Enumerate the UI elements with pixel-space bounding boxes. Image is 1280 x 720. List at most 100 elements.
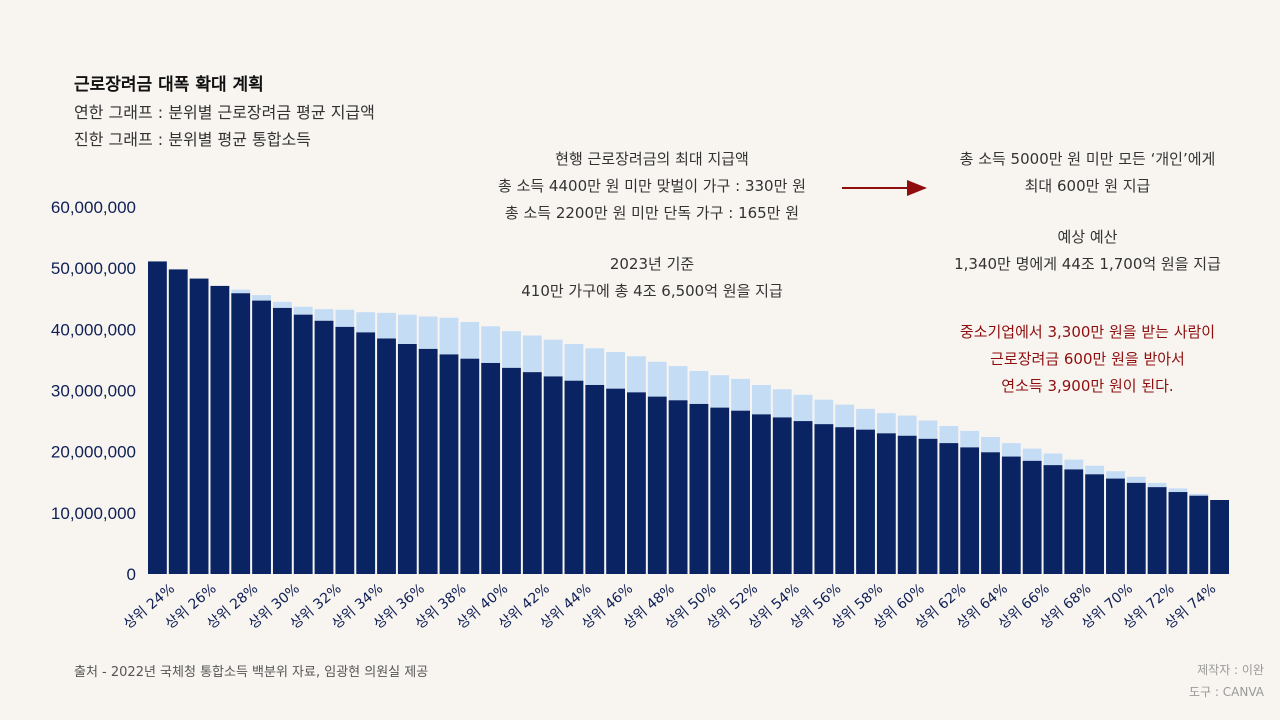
income-bar [668, 400, 688, 574]
income-bar [356, 332, 376, 574]
benefit-bar [564, 344, 584, 381]
chart-title: 근로장려금 대폭 확대 계획 [74, 75, 264, 95]
source-note: 출처 - 2022년 국체청 통합소득 백분위 자료, 임광현 의원실 제공 [74, 665, 429, 680]
annotation-line: 중소기업에서 3,300만 원을 받는 사람이 [959, 323, 1216, 341]
benefit-bar [231, 289, 251, 294]
income-bar [1189, 495, 1209, 574]
annotation-line: 총 소득 5000만 원 미만 모든 ‘개인’에게 [959, 150, 1216, 168]
benefit-bar [793, 394, 813, 422]
income-bar [876, 433, 896, 574]
income-bar [1022, 460, 1042, 574]
benefit-bar [502, 331, 521, 368]
income-bar [210, 285, 230, 574]
income-bar [856, 429, 875, 574]
annotation-line: 근로장려금 600만 원을 받아서 [990, 350, 1185, 368]
income-bar [1147, 487, 1167, 574]
income-bar [814, 424, 834, 574]
income-bar [168, 269, 188, 574]
benefit-bar [960, 430, 980, 448]
income-bar [627, 392, 646, 574]
income-bar [897, 435, 917, 574]
benefit-bar [731, 378, 750, 411]
income-bar [835, 427, 855, 574]
income-bar [377, 338, 396, 574]
benefit-bar [1147, 482, 1167, 488]
income-bar [502, 367, 521, 574]
income-bar [252, 300, 271, 574]
y-tick-label: 20,000,000 [51, 443, 136, 462]
annotation-line: 현행 근로장려금의 최대 지급액 [555, 150, 749, 168]
y-tick-label: 60,000,000 [51, 198, 136, 217]
annotation-current-benefit: 현행 근로장려금의 최대 지급액 총 소득 4400만 원 미만 맞벌이 가구 … [452, 146, 852, 227]
annotation-line: 총 소득 4400만 원 미만 맞벌이 가구 : 330만 원 [498, 177, 806, 195]
annotation-line: 총 소득 2200만 원 미만 단독 가구 : 165만 원 [504, 204, 800, 222]
annotation-example: 중소기업에서 3,300만 원을 받는 사람이 근로장려금 600만 원을 받아… [915, 319, 1260, 400]
income-bar [772, 417, 792, 574]
benefit-bar [876, 413, 896, 434]
income-bar [1085, 474, 1105, 574]
benefit-bar [981, 436, 1000, 453]
benefit-bar [481, 326, 501, 363]
income-bar [689, 403, 709, 574]
annotation-2023-base: 2023년 기준 410만 가구에 총 4조 6,500억 원을 지급 [452, 251, 852, 305]
income-bar [751, 414, 771, 574]
benefit-bar [293, 306, 313, 315]
benefit-bar [814, 399, 834, 425]
benefit-bar [856, 408, 875, 430]
y-tick-label: 0 [127, 565, 136, 584]
income-bar [231, 293, 251, 574]
income-bar [460, 358, 480, 574]
income-bar [522, 372, 542, 574]
income-bar [1001, 456, 1021, 574]
y-tick-label: 10,000,000 [51, 504, 136, 523]
income-bar [1168, 492, 1188, 574]
benefit-bar [751, 384, 771, 415]
annotation-budget: 예상 예산 1,340만 명에게 44조 1,700억 원을 지급 [915, 224, 1260, 278]
benefit-bar [897, 415, 917, 436]
benefit-bar [272, 301, 292, 308]
income-bar [272, 307, 292, 574]
benefit-bar [939, 425, 959, 444]
income-bar [960, 447, 980, 574]
income-bar [481, 362, 501, 574]
benefit-bar [689, 370, 709, 404]
benefit-bar [397, 314, 417, 345]
income-bar [793, 421, 813, 574]
benefit-bar [668, 366, 688, 401]
benefit-bar [314, 309, 334, 321]
annotation-line: 최대 600만 원 지급 [1024, 177, 1151, 195]
benefit-bar [543, 339, 563, 377]
income-bar [1210, 499, 1229, 574]
benefit-bar [1189, 493, 1209, 496]
annotation-line: 2023년 기준 [609, 255, 695, 273]
annotation-line: 410만 가구에 총 4조 6,500억 원을 지급 [521, 282, 783, 300]
benefit-bar [252, 295, 271, 301]
income-bar [335, 326, 355, 574]
legend-dark-bars: 진한 그래프 : 분위별 평균 통합소득 [74, 130, 311, 149]
benefit-bar [1106, 471, 1125, 479]
y-tick-label: 50,000,000 [51, 259, 136, 278]
benefit-bar [606, 351, 626, 389]
benefit-bar [1001, 443, 1021, 457]
income-bar [564, 380, 584, 574]
income-bar [148, 261, 167, 574]
benefit-bar [627, 356, 646, 393]
benefit-bar [918, 420, 938, 439]
income-bar [1043, 465, 1063, 574]
benefit-bar [356, 312, 376, 333]
benefit-bar [335, 309, 355, 327]
income-bar [1126, 482, 1146, 574]
income-bar [1106, 478, 1125, 574]
benefit-bar [710, 375, 730, 408]
benefit-bar [772, 389, 792, 418]
tool-credit: 도구 : CANVA [1189, 685, 1264, 699]
benefit-bar [377, 312, 396, 339]
income-bar [585, 384, 605, 574]
income-bar [439, 354, 459, 574]
income-bar [314, 320, 334, 574]
benefit-bar [647, 361, 667, 397]
legend-light-bars: 연한 그래프 : 분위별 근로장려금 평균 지급액 [74, 103, 375, 122]
y-axis: 0 10,000,000 20,000,000 30,000,000 40,000,00… [51, 198, 136, 584]
income-bar [710, 407, 730, 574]
y-tick-label: 30,000,000 [51, 382, 136, 401]
